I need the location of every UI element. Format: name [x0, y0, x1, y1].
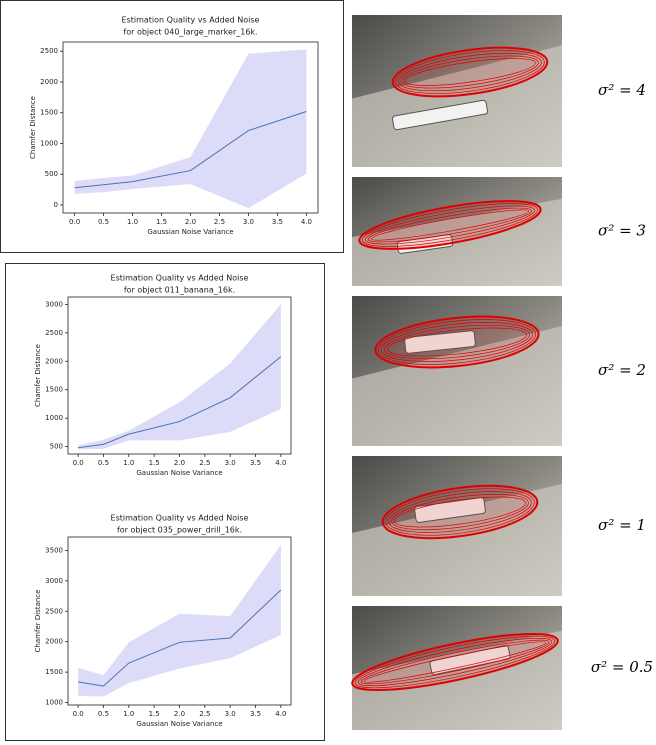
y-tick-label: 0: [54, 201, 58, 209]
photo: [352, 296, 562, 446]
y-tick-label: 500: [50, 443, 63, 451]
y-axis-label: Chamfer Distance: [29, 96, 37, 159]
y-tick-label: 2500: [40, 47, 58, 55]
y-tick-label: 1000: [45, 414, 63, 422]
photo: [352, 15, 562, 167]
x-tick-label: 3.0: [225, 710, 236, 718]
x-axis-label: Gaussian Noise Variance: [136, 720, 222, 728]
y-tick-label: 3000: [45, 300, 63, 308]
chart-subtitle: for object 011_banana_16k.: [124, 286, 235, 295]
photo: [352, 177, 562, 286]
x-tick-label: 0.5: [98, 459, 109, 467]
y-tick-label: 1500: [45, 386, 63, 394]
x-axis-label: Gaussian Noise Variance: [136, 469, 222, 477]
x-tick-label: 0.5: [98, 218, 109, 226]
x-tick-label: 3.5: [250, 710, 261, 718]
y-tick-label: 1000: [40, 139, 58, 147]
x-tick-label: 3.0: [243, 218, 254, 226]
panel-label: σ² = 0.5: [591, 658, 653, 676]
x-tick-label: 1.5: [149, 710, 160, 718]
x-tick-label: 3.5: [250, 459, 261, 467]
chart-title: Estimation Quality vs Added Noise: [122, 16, 260, 25]
x-tick-label: 1.0: [123, 710, 134, 718]
y-tick-label: 1500: [40, 109, 58, 117]
y-tick-label: 500: [45, 170, 58, 178]
x-tick-label: 3.0: [225, 459, 236, 467]
x-tick-label: 0.0: [73, 459, 84, 467]
x-tick-label: 4.0: [301, 218, 312, 226]
panel-label: σ² = 1: [598, 516, 646, 534]
x-tick-label: 2.5: [199, 710, 210, 718]
y-axis-label: Chamfer Distance: [34, 590, 42, 653]
y-tick-label: 1000: [45, 699, 63, 707]
x-tick-label: 2.0: [174, 710, 185, 718]
photo: [352, 456, 562, 596]
y-tick-label: 3000: [45, 577, 63, 585]
x-tick-label: 2.5: [199, 459, 210, 467]
x-axis-label: Gaussian Noise Variance: [147, 228, 233, 236]
x-tick-label: 1.0: [127, 218, 138, 226]
y-axis-label: Chamfer Distance: [34, 344, 42, 407]
panel-label: σ² = 4: [598, 81, 646, 99]
y-tick-label: 2000: [40, 78, 58, 86]
x-tick-label: 1.5: [149, 459, 160, 467]
y-tick-label: 3500: [45, 546, 63, 554]
x-tick-label: 2.5: [214, 218, 225, 226]
x-tick-label: 0.0: [69, 218, 80, 226]
chart-subtitle: for object 040_large_marker_16k.: [123, 28, 257, 37]
x-tick-label: 2.0: [174, 459, 185, 467]
x-tick-label: 0.5: [98, 710, 109, 718]
y-tick-label: 2500: [45, 329, 63, 337]
error-band: [78, 304, 281, 449]
y-tick-label: 1500: [45, 668, 63, 676]
y-tick-label: 2000: [45, 357, 63, 365]
photo: [349, 606, 562, 730]
y-tick-label: 2500: [45, 607, 63, 615]
error-band: [78, 545, 281, 697]
chart-title: Estimation Quality vs Added Noise: [111, 274, 249, 283]
x-tick-label: 0.0: [73, 710, 84, 718]
chart-subtitle: for object 035_power_drill_16k.: [117, 526, 242, 535]
x-tick-label: 2.0: [185, 218, 196, 226]
panel-label: σ² = 3: [598, 222, 646, 240]
y-tick-label: 2000: [45, 638, 63, 646]
x-tick-label: 1.5: [156, 218, 167, 226]
panel-label: σ² = 2: [598, 361, 646, 379]
chart-title: Estimation Quality vs Added Noise: [111, 514, 249, 523]
x-tick-label: 4.0: [275, 710, 286, 718]
x-tick-label: 1.0: [123, 459, 134, 467]
x-tick-label: 4.0: [275, 459, 286, 467]
figure: Estimation Quality vs Added Noise for obj…: [0, 0, 656, 741]
x-tick-label: 3.5: [272, 218, 283, 226]
